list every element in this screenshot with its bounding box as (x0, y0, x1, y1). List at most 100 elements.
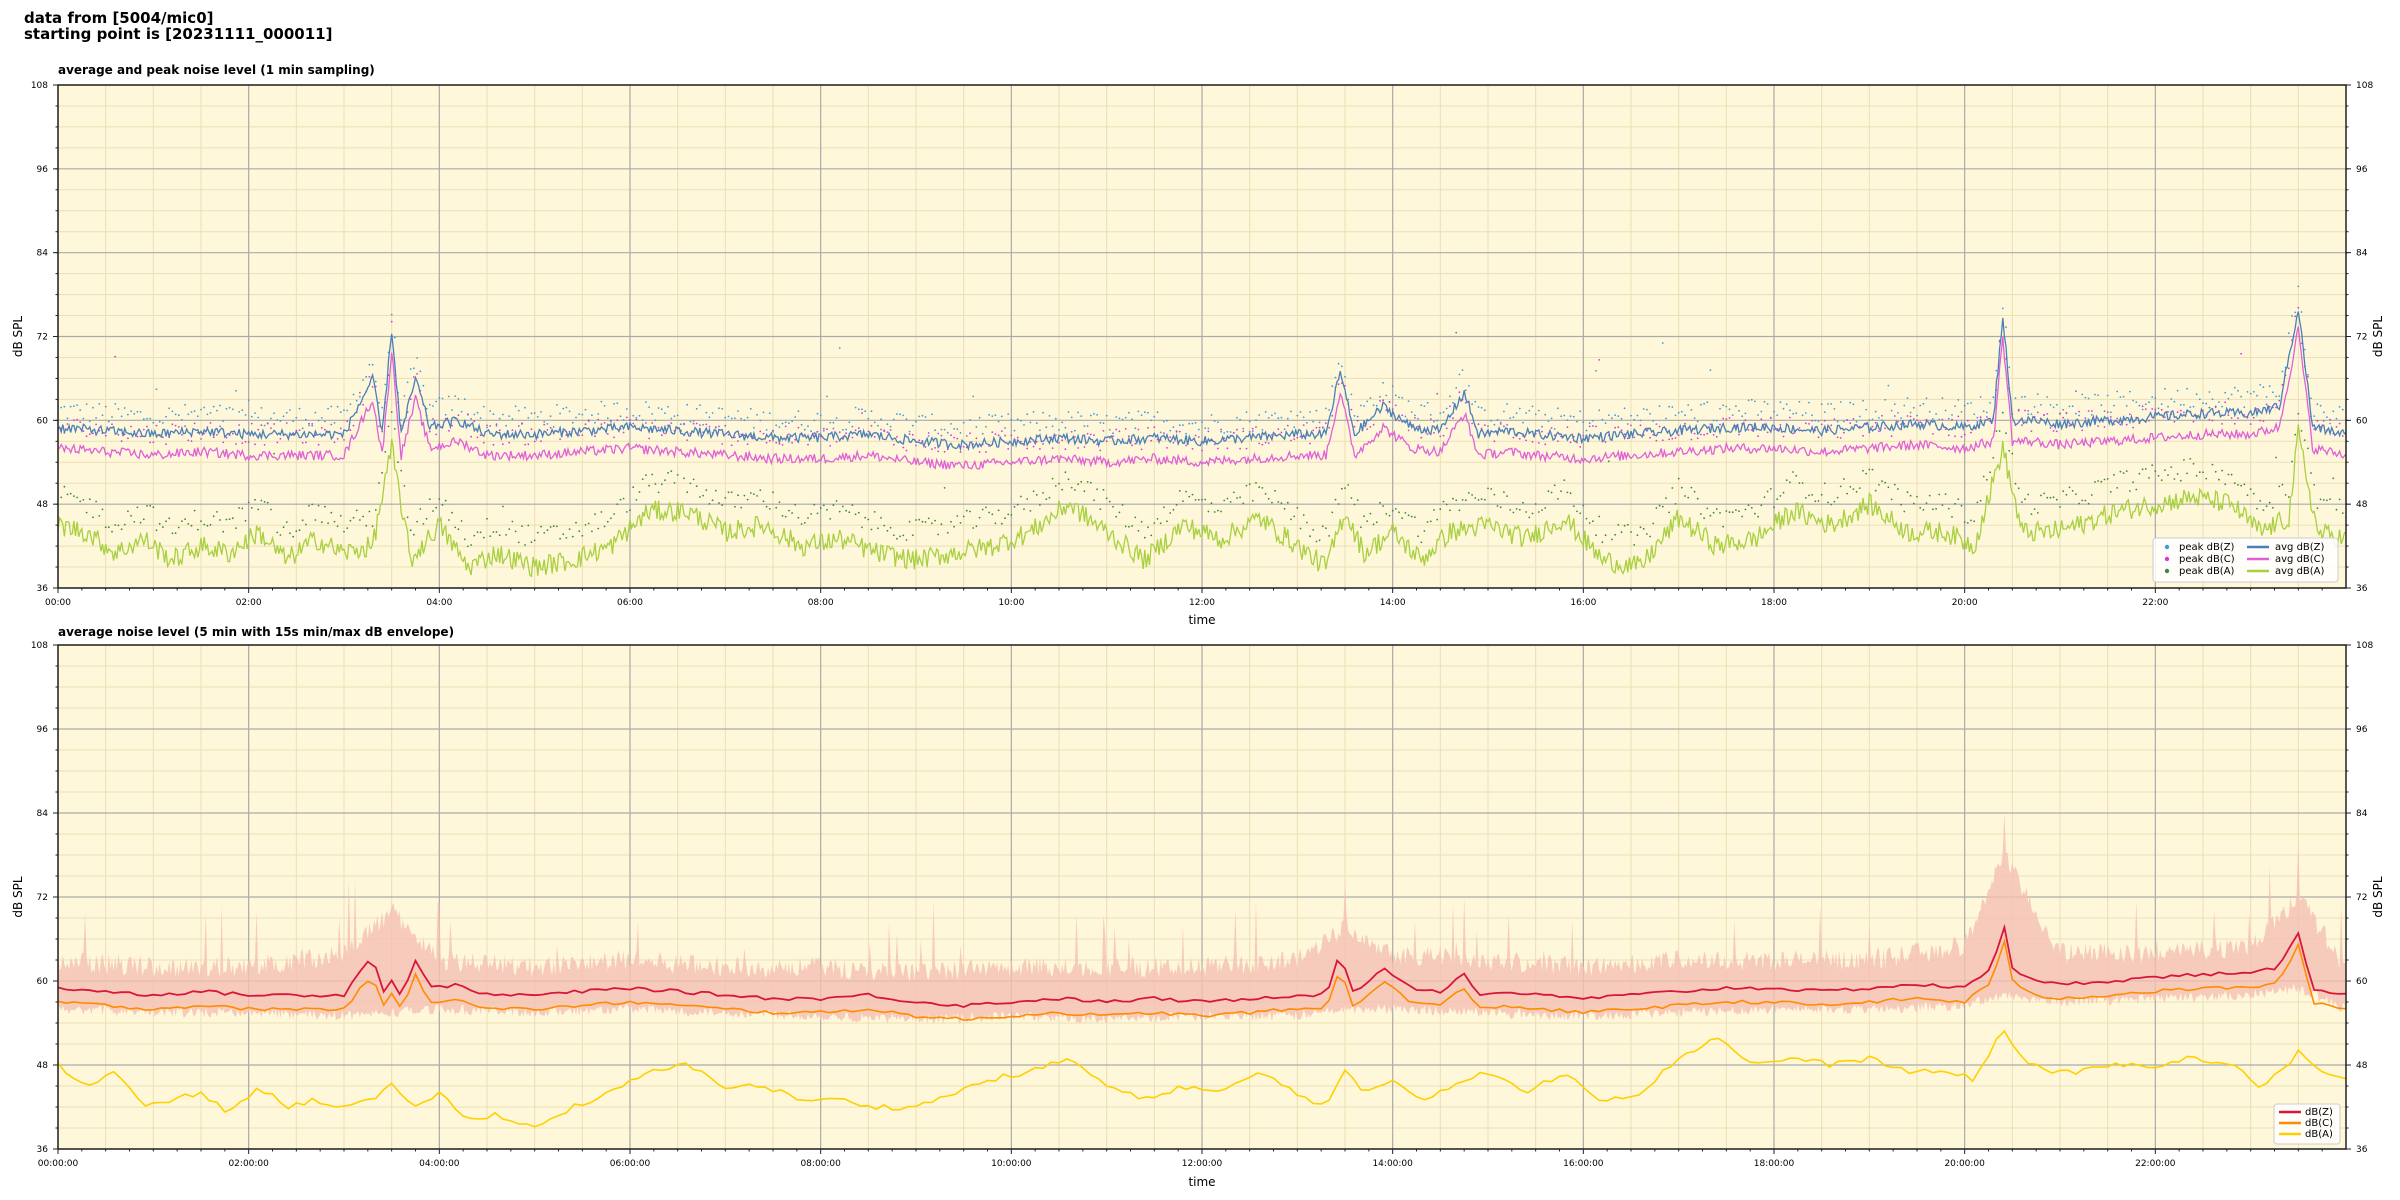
data-point (1820, 403, 1823, 406)
data-point (578, 413, 581, 415)
data-point (543, 421, 546, 423)
data-point (1382, 505, 1384, 507)
data-point (943, 428, 946, 431)
data-point (1823, 482, 1826, 485)
data-point (918, 415, 921, 418)
data-point (562, 533, 565, 536)
y-axis-label: dB SPL (11, 316, 25, 358)
data-point (451, 409, 453, 411)
y-tick-label: 60 (37, 977, 49, 987)
data-point (130, 514, 133, 517)
data-point (1483, 409, 1486, 412)
data-point (546, 529, 549, 532)
data-point (339, 514, 342, 517)
data-point (1636, 414, 1639, 417)
data-point (133, 521, 136, 523)
start-label: starting point is [20231111_000011] (24, 25, 333, 43)
data-point (1029, 421, 1032, 424)
data-point (622, 497, 625, 500)
data-point (1646, 408, 1648, 411)
data-point (216, 511, 218, 513)
data-point (699, 496, 701, 498)
y-tick-label: 108 (31, 641, 48, 651)
data-point (349, 403, 352, 406)
data-point (209, 523, 212, 526)
data-point (1757, 414, 1759, 416)
data-point (638, 491, 641, 493)
data-point (1175, 504, 1178, 506)
source-label: data from [5004/mic0] (24, 9, 214, 27)
data-point (1328, 535, 1330, 537)
data-point (530, 428, 533, 431)
data-point (1827, 403, 1829, 405)
data-point (292, 420, 295, 423)
data-point (721, 504, 724, 506)
data-point (978, 416, 981, 419)
data-point (1309, 535, 1311, 538)
data-point (1626, 423, 1629, 425)
data-point (1039, 429, 1041, 432)
data-point (146, 417, 148, 420)
data-point (1261, 487, 1264, 489)
data-point (1633, 544, 1636, 546)
data-point (238, 411, 241, 413)
data-point (2272, 391, 2274, 394)
data-point (2287, 332, 2290, 335)
data-point (1042, 411, 1044, 414)
data-point (114, 524, 117, 526)
data-point (1893, 483, 1896, 486)
data-point (260, 407, 263, 409)
y-tick-label: 84 (37, 249, 49, 259)
data-point (1261, 429, 1264, 431)
data-point (568, 410, 571, 413)
data-point (1302, 416, 1305, 419)
data-point (63, 405, 66, 408)
data-point (282, 415, 285, 418)
data-point (559, 412, 561, 415)
data-point (352, 424, 355, 427)
data-point (1630, 424, 1632, 427)
data-point (2167, 474, 2169, 476)
data-point (1340, 487, 1343, 490)
data-point (1306, 521, 1308, 524)
data-point (1804, 412, 1807, 414)
data-point (2319, 404, 2322, 407)
data-point (632, 422, 635, 425)
data-point (1331, 385, 1334, 388)
data-point (822, 427, 825, 430)
data-point (737, 440, 739, 442)
data-point (1201, 421, 1203, 423)
data-point (2221, 423, 2224, 425)
data-point (556, 525, 558, 528)
data-point (219, 519, 222, 521)
data-point (165, 520, 167, 523)
data-point (400, 419, 403, 421)
data-point (1843, 431, 1845, 434)
data-point (1089, 414, 1092, 417)
data-point (768, 439, 771, 442)
data-point (2322, 420, 2325, 422)
data-point (603, 422, 606, 424)
data-point (502, 443, 504, 446)
data-point (2230, 417, 2233, 419)
data-point (873, 435, 876, 438)
data-point (1703, 402, 1705, 405)
data-point (1096, 443, 1098, 446)
data-point (549, 426, 552, 429)
data-point (1633, 436, 1636, 439)
data-point (991, 415, 994, 417)
x-tick-label: 08:00:00 (800, 1159, 841, 1169)
data-point (1070, 416, 1073, 419)
data-point (403, 485, 406, 487)
data-point (482, 536, 485, 539)
data-point (2164, 387, 2166, 390)
y-tick-label: 60 (37, 416, 49, 426)
data-point (753, 426, 755, 429)
data-point (714, 489, 717, 492)
data-point (60, 496, 63, 499)
data-point (880, 517, 882, 519)
data-point (1394, 404, 1397, 407)
data-point (2087, 397, 2090, 400)
data-point (451, 424, 453, 427)
data-point (985, 506, 987, 509)
